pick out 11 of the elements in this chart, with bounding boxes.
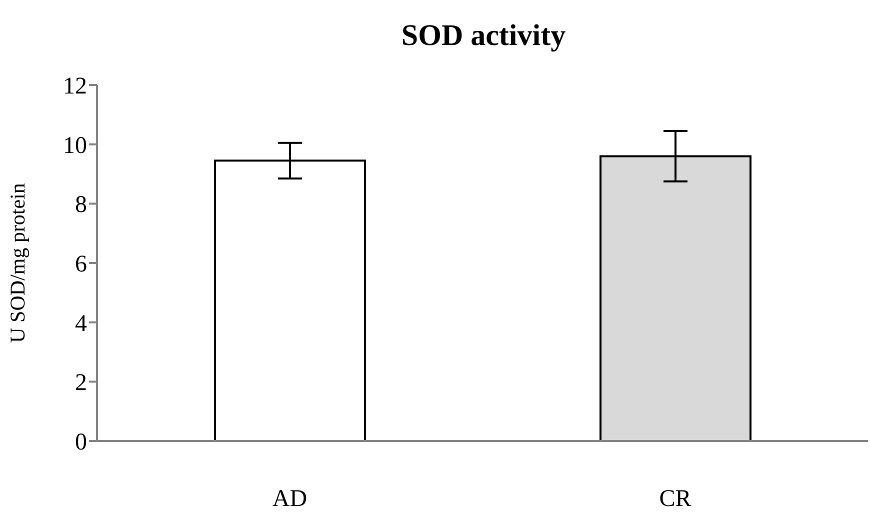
y-tick-label: 4 xyxy=(75,310,87,337)
y-tick-label: 6 xyxy=(75,252,87,278)
y-tick-label: 0 xyxy=(75,430,87,456)
y-tick-label: 8 xyxy=(75,192,87,218)
y-tick-label: 10 xyxy=(63,132,87,159)
x-tick-label: AD xyxy=(272,486,308,512)
chart-title: SOD activity xyxy=(400,18,567,54)
y-tick-label: 2 xyxy=(75,370,87,396)
y-tick-label: 12 xyxy=(63,74,87,100)
y-axis-title: U SOD/mg protein xyxy=(5,182,30,343)
x-tick-label: CR xyxy=(659,486,692,512)
